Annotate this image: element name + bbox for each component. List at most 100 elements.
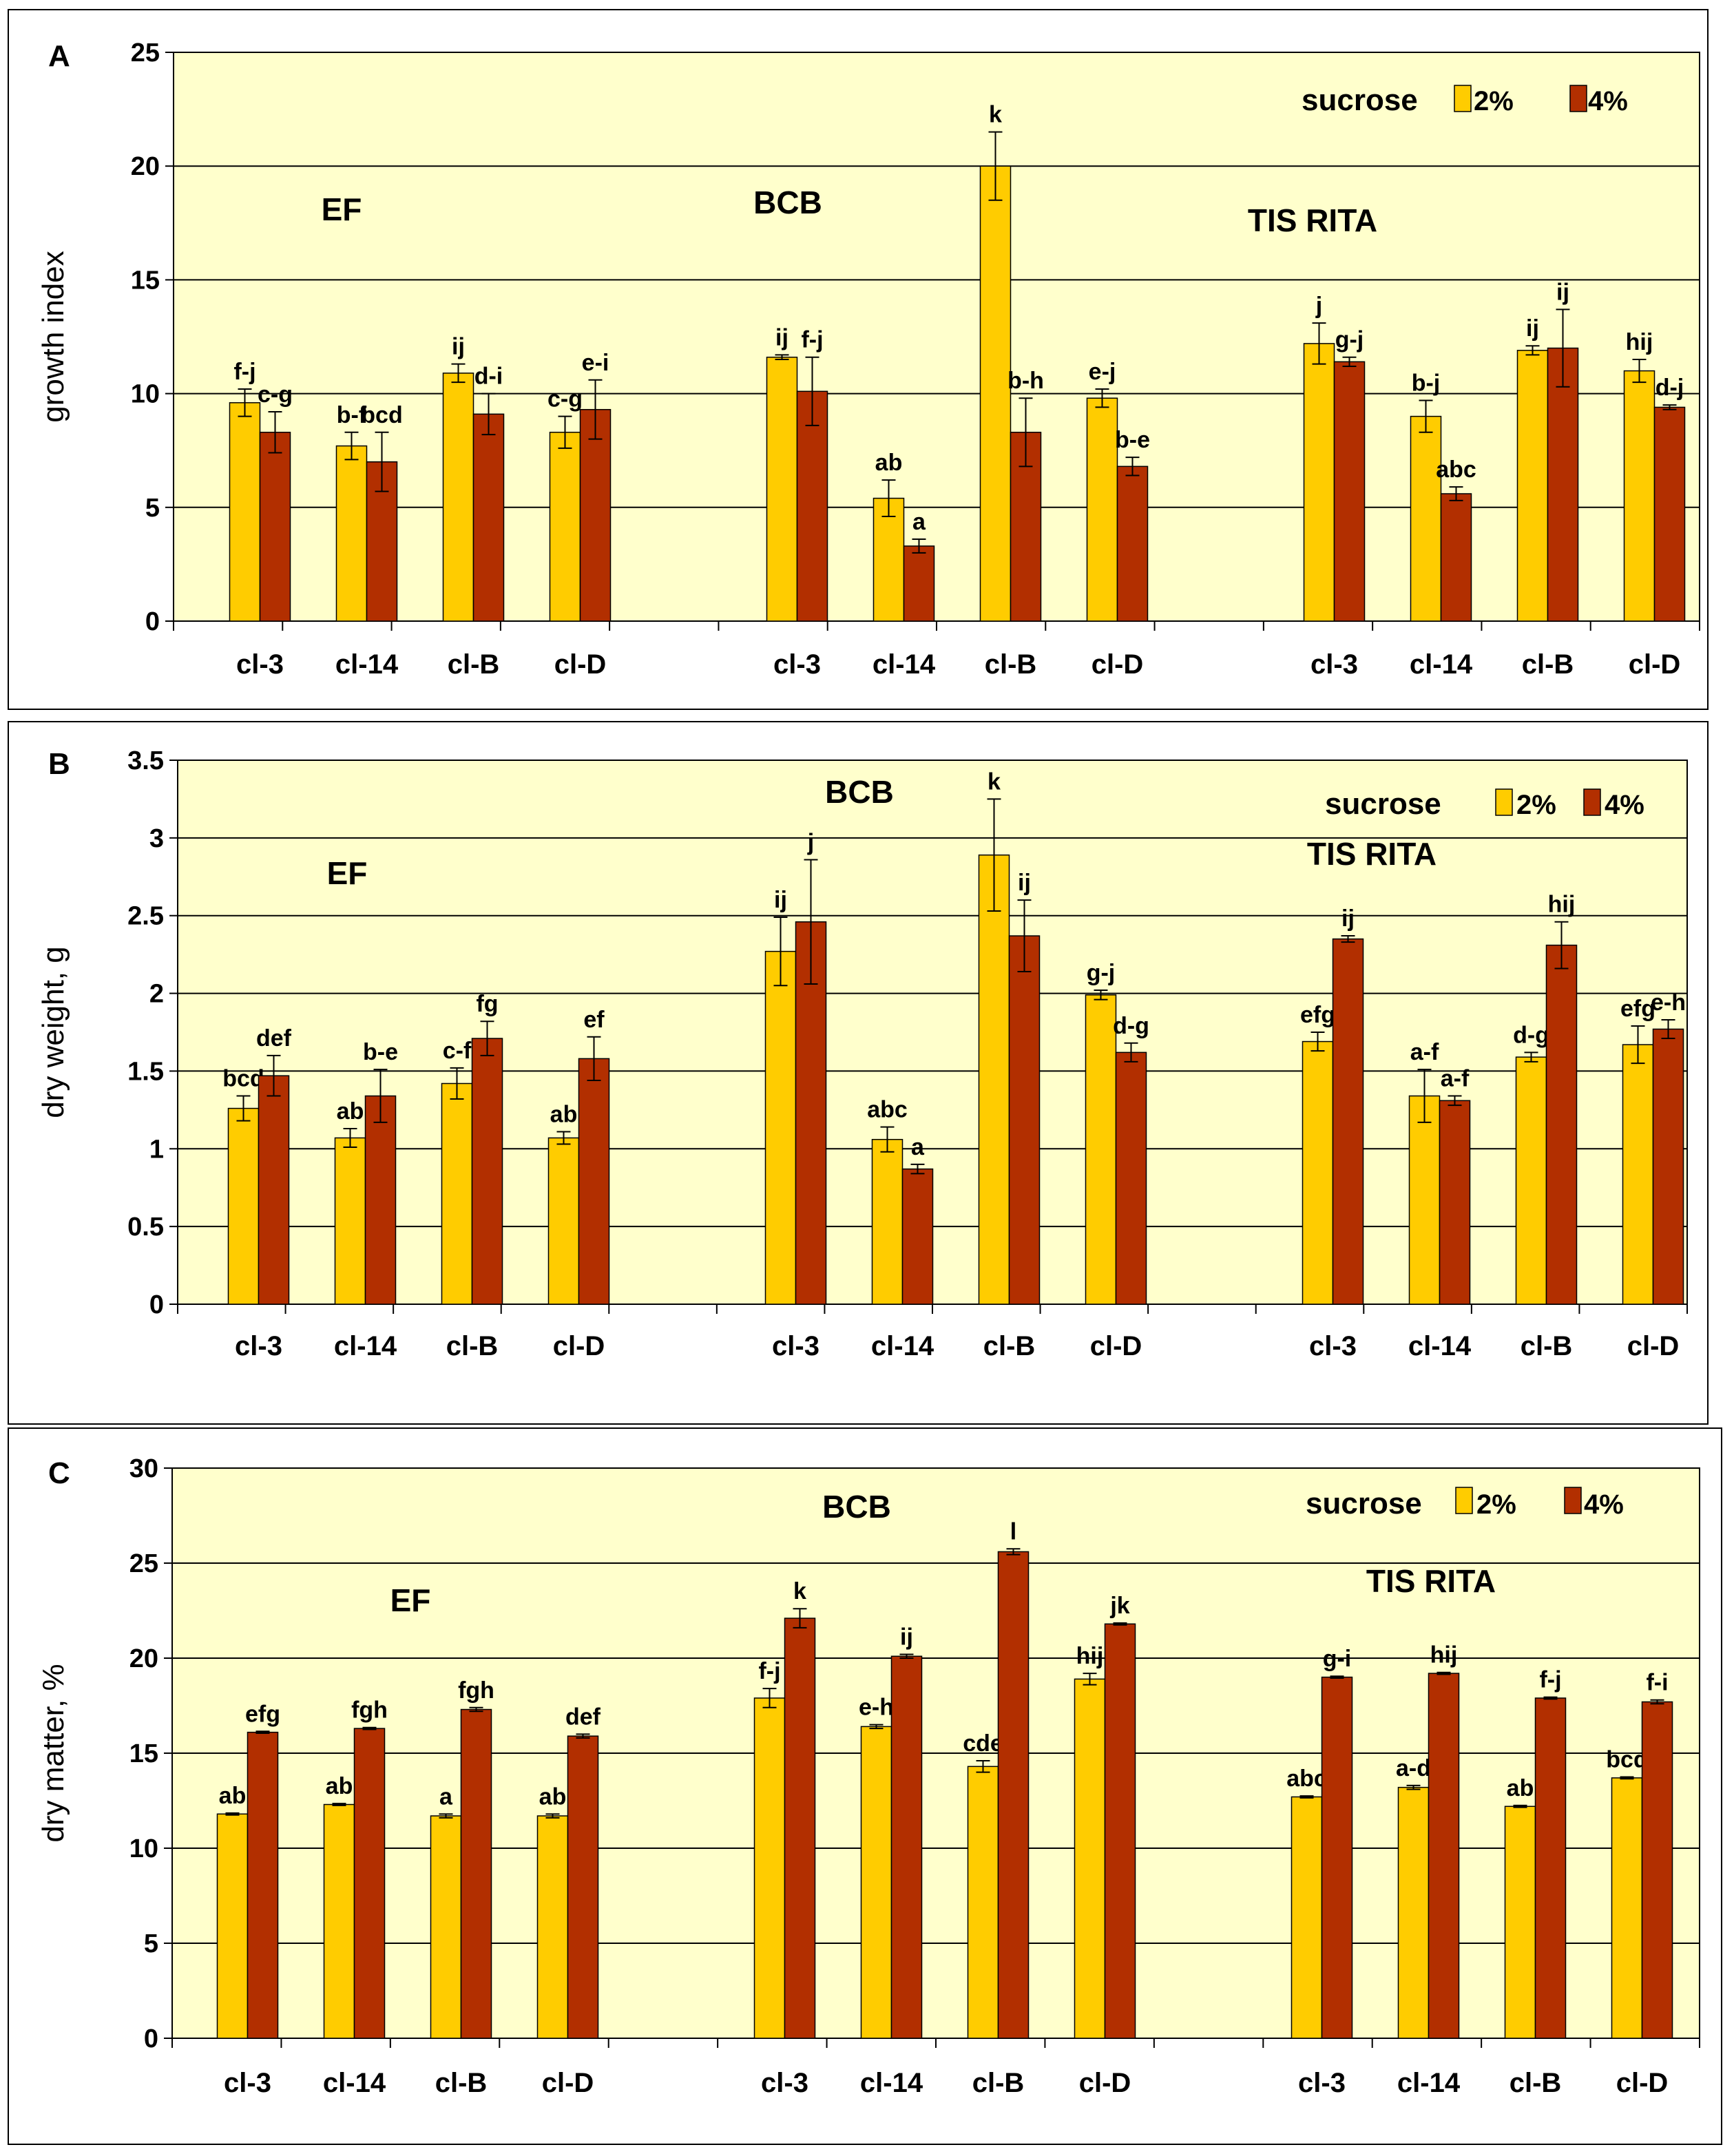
category-label: cl-3: [1309, 1331, 1357, 1361]
significance-letter: f-j: [758, 1658, 780, 1684]
category-label: cl-3: [773, 649, 821, 680]
significance-letter: e-i: [582, 350, 609, 376]
significance-letter: abc: [1436, 457, 1476, 483]
bar-2pct: [1410, 415, 1442, 622]
legend-swatch-4pct: [1583, 788, 1601, 816]
category-label: cl-D: [1090, 1331, 1142, 1361]
legend-swatch-4pct: [1564, 1487, 1582, 1514]
bar-2pct: [873, 497, 905, 622]
category-label: cl-B: [1510, 2068, 1562, 2098]
bar-2pct: [967, 1766, 999, 2039]
category-label: cl-14: [335, 649, 399, 680]
category-label: cl-3: [236, 649, 284, 680]
significance-letter: ab: [550, 1101, 578, 1127]
y-axis-label: dry weight, g: [36, 946, 70, 1118]
bar-4pct: [1104, 1623, 1136, 2039]
bar-2pct: [764, 950, 797, 1305]
category-label: cl-D: [1627, 1331, 1680, 1361]
significance-letter: k: [988, 768, 1001, 795]
bar-4pct: [364, 1095, 397, 1305]
legend-swatch-2pct: [1495, 788, 1513, 816]
legend-title: sucrose: [1306, 1487, 1422, 1520]
category-label: cl-B: [446, 1331, 499, 1361]
bar-2pct: [229, 402, 261, 622]
significance-letter: abc: [1286, 1766, 1327, 1792]
significance-letter: ij: [452, 334, 465, 360]
bar-4pct: [1439, 1100, 1471, 1305]
bar-2pct: [860, 1726, 892, 2039]
bar-2pct: [1515, 1056, 1547, 1305]
bar-2pct: [430, 1815, 462, 2039]
significance-letter: ab: [219, 1783, 247, 1809]
category-label: cl-14: [873, 649, 936, 680]
category-label: cl-14: [860, 2068, 923, 2098]
significance-letter: g-j: [1335, 327, 1364, 353]
significance-letter: e-h: [859, 1695, 894, 1721]
bar-2pct: [547, 1137, 580, 1305]
bar-2pct: [979, 165, 1012, 622]
significance-letter: ab: [875, 450, 903, 476]
category-label: cl-D: [1616, 2068, 1669, 2098]
bar-2pct: [1622, 1044, 1654, 1305]
bar-4pct: [259, 432, 291, 622]
y-axis-label: dry matter, %: [36, 1664, 70, 1842]
category-label: cl-B: [983, 1331, 1036, 1361]
significance-letter: hij: [1626, 329, 1653, 355]
y-axis-label: growth index: [36, 251, 70, 422]
category-label: cl-B: [985, 649, 1037, 680]
bar-4pct: [472, 413, 505, 622]
significance-letter: ij: [1018, 870, 1031, 896]
y-tick-label: 25: [129, 1549, 158, 1578]
category-label: cl-B: [972, 2068, 1025, 2098]
significance-letter: a-d: [1396, 1755, 1431, 1781]
significance-letter: j: [1315, 293, 1322, 319]
bar-4pct: [1641, 1701, 1673, 2039]
bar-4pct: [579, 408, 612, 622]
category-label: cl-D: [554, 649, 607, 680]
y-tick-label: 20: [129, 1644, 158, 1673]
significance-letter: bcd: [222, 1066, 264, 1092]
bar-2pct: [334, 1137, 366, 1305]
bar-2pct: [536, 1815, 569, 2039]
bar-2pct: [1303, 343, 1335, 622]
legend-title: sucrose: [1302, 83, 1418, 117]
y-tick-label: 0: [144, 2024, 158, 2053]
panel-frame: [8, 721, 1709, 1425]
bar-4pct: [901, 1168, 934, 1305]
bar-2pct: [1611, 1777, 1643, 2039]
legend: sucrose 2% 4%: [1306, 1487, 1624, 1520]
y-tick-label: 10: [129, 1834, 158, 1863]
y-tick-label: 5: [144, 1929, 158, 1958]
y-tick-label: 1.5: [127, 1057, 164, 1086]
bar-2pct: [1408, 1095, 1441, 1305]
group-label: EF: [390, 1582, 431, 1618]
group-label: TIS RITA: [1307, 836, 1437, 872]
bar-4pct: [1653, 406, 1686, 622]
legend-swatch-4pct: [1569, 85, 1587, 112]
bar-4pct: [903, 545, 935, 622]
category-label: cl-B: [448, 649, 500, 680]
significance-letter: c-f: [443, 1038, 472, 1064]
bar-4pct: [1534, 1697, 1567, 2039]
group-label: BCB: [825, 774, 894, 810]
bar-2pct: [549, 432, 581, 622]
significance-letter: c-g: [258, 381, 293, 408]
significance-letter: jk: [1109, 1593, 1129, 1619]
bar-2pct: [442, 373, 474, 622]
legend: sucrose 2% 4%: [1302, 83, 1628, 117]
significance-letter: j: [807, 829, 814, 855]
legend-label-4pct: 4%: [1588, 86, 1628, 116]
significance-letter: ij: [1341, 906, 1355, 932]
significance-letter: ij: [1556, 279, 1569, 305]
bar-4pct: [1321, 1676, 1353, 2039]
bar-4pct: [258, 1075, 290, 1305]
bar-4pct: [1545, 944, 1578, 1305]
bar-2pct: [1397, 1786, 1430, 2039]
bar-4pct: [353, 1728, 386, 2039]
bar-4pct: [997, 1551, 1030, 2039]
significance-letter: f-j: [1539, 1667, 1561, 1693]
y-tick-label: 3.5: [127, 746, 164, 775]
significance-letter: efg: [1300, 1002, 1335, 1028]
bar-4pct: [796, 390, 828, 622]
